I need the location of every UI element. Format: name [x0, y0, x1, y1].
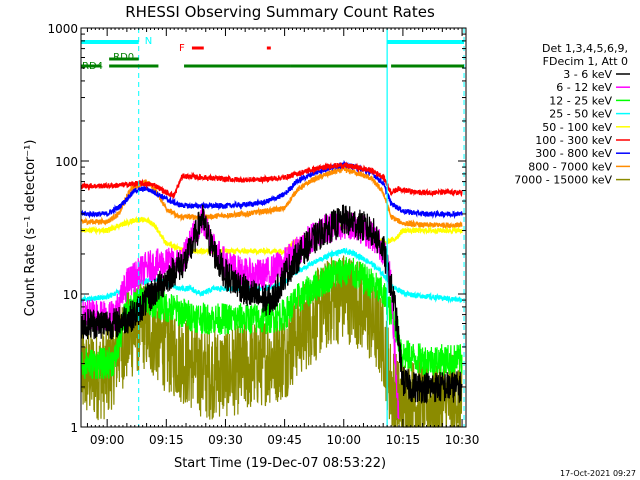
x-tick-label: 09:30: [208, 433, 243, 447]
y-tick-label: 10: [63, 288, 78, 302]
y-tick-label: 100: [55, 155, 78, 169]
legend-label: 7000 - 15000 keV: [514, 174, 612, 187]
legend-label: 12 - 25 keV: [549, 94, 612, 107]
axes-frame: [80, 27, 467, 428]
night-flag-label: N: [145, 36, 152, 47]
plot-area: [80, 159, 463, 428]
flare-flag-label: F: [179, 43, 185, 54]
x-tick-label: 09:00: [90, 433, 125, 447]
legend-label: 300 - 800 keV: [535, 147, 612, 160]
rd4-flag-label: RD4: [82, 61, 103, 72]
legend-label: 25 - 50 keV: [549, 108, 612, 121]
series-line-300-800-kev: [80, 159, 463, 220]
y-axis-label: Count Rate (s⁻¹ detector⁻¹): [23, 140, 38, 317]
rd0-flag-label: RD0: [113, 52, 134, 63]
legend-label: 100 - 300 keV: [535, 134, 612, 147]
x-tick-label: 10:30: [445, 433, 480, 447]
x-tick-label: 09:15: [149, 433, 184, 447]
legend-header-line: Det 1,3,4,5,6,9,: [542, 42, 628, 55]
x-tick-label: 09:45: [267, 433, 302, 447]
legend-label: 3 - 6 keV: [563, 68, 612, 81]
x-axis-label: Start Time (19-Dec-07 08:53:22): [174, 456, 386, 471]
legend-header-line: FDecim 1, Att 0: [543, 55, 628, 68]
legend-label: 50 - 100 keV: [542, 121, 612, 134]
y-tick-label: 1: [70, 421, 78, 435]
axes: 1 10 100 1000 09:00 09:15 09:30 09:45 10:00 10:15…: [47, 22, 479, 447]
x-tick-label: 10:00: [326, 433, 361, 447]
timestamp-label: 17-Oct-2021 09:27: [560, 469, 636, 478]
series-line-100-300-kev: [81, 161, 463, 200]
legend-label: 800 - 7000 keV: [528, 160, 612, 173]
series-line-3-6-kev: [80, 204, 463, 405]
legend-header: Det 1,3,4,5,6,9,FDecim 1, Att 0: [542, 42, 628, 68]
x-tick-label: 10:15: [386, 433, 421, 447]
series-line-50-100-kev: [80, 215, 463, 256]
legend-label: 6 - 12 keV: [556, 81, 612, 94]
chart-title: RHESSI Observing Summary Count Rates: [125, 3, 435, 21]
y-tick-label: 1000: [47, 22, 78, 36]
